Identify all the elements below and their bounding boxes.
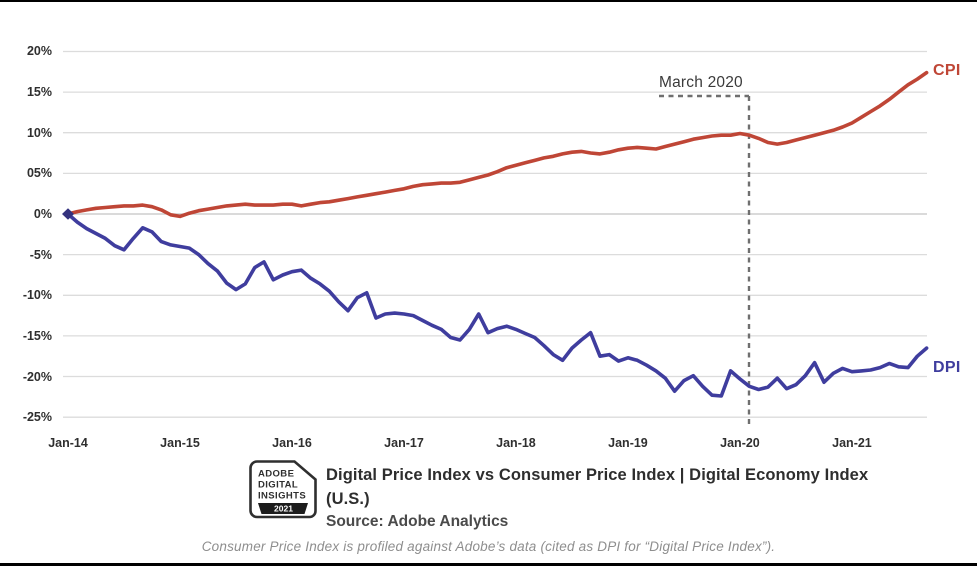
dpi-line bbox=[66, 212, 929, 398]
y-tick-label: 0% bbox=[33, 207, 52, 221]
chart-source: Source: Adobe Analytics bbox=[326, 513, 509, 530]
origin-marker bbox=[62, 208, 74, 220]
bottom-border bbox=[0, 563, 977, 566]
logo-line-3: INSIGHTS bbox=[258, 491, 306, 502]
x-tick-label: Jan-21 bbox=[832, 436, 872, 450]
logo-year-banner bbox=[258, 503, 308, 514]
x-tick-label: Jan-18 bbox=[496, 436, 536, 450]
caption: Consumer Price Index is profiled against… bbox=[201, 539, 776, 554]
y-tick-label: -10% bbox=[22, 288, 52, 303]
top-border bbox=[0, 0, 977, 2]
y-tick-label: 10% bbox=[26, 125, 52, 140]
chart-title: Digital Price Index vs Consumer Price In… bbox=[326, 466, 869, 508]
logo-year: 2021 bbox=[274, 504, 293, 514]
y-tick-label: 20% bbox=[26, 44, 52, 59]
y-tick-label: -25% bbox=[22, 410, 52, 425]
x-tick-label: Jan-15 bbox=[160, 436, 200, 450]
x-tick-label: Jan-16 bbox=[272, 436, 312, 450]
logo-line-1: ADOBE bbox=[258, 469, 294, 480]
x-tick-label: Jan-14 bbox=[48, 436, 88, 450]
x-tick-label: Jan-20 bbox=[720, 436, 760, 450]
cpi-line bbox=[66, 70, 929, 219]
y-tick-label: 05% bbox=[26, 166, 52, 181]
x-tick-label: Jan-17 bbox=[384, 436, 424, 450]
x-tick-label: Jan-19 bbox=[608, 436, 648, 450]
y-tick-label: 15% bbox=[26, 85, 52, 100]
dpi-series-label: DPI bbox=[933, 359, 961, 376]
adobe-digital-insights-logo: ADOBE DIGITAL INSIGHTS 2021 bbox=[249, 460, 317, 519]
y-tick-label: -5% bbox=[29, 247, 52, 262]
y-tick-label: -20% bbox=[22, 369, 52, 384]
logo-line-2: DIGITAL bbox=[258, 480, 298, 491]
price-index-chart bbox=[62, 50, 929, 428]
y-tick-label: -15% bbox=[22, 328, 52, 343]
title-block: Digital Price Index vs Consumer Price In… bbox=[326, 463, 886, 533]
cpi-series-label: CPI bbox=[933, 62, 961, 79]
march-2020-annotation: March 2020 bbox=[659, 74, 743, 91]
